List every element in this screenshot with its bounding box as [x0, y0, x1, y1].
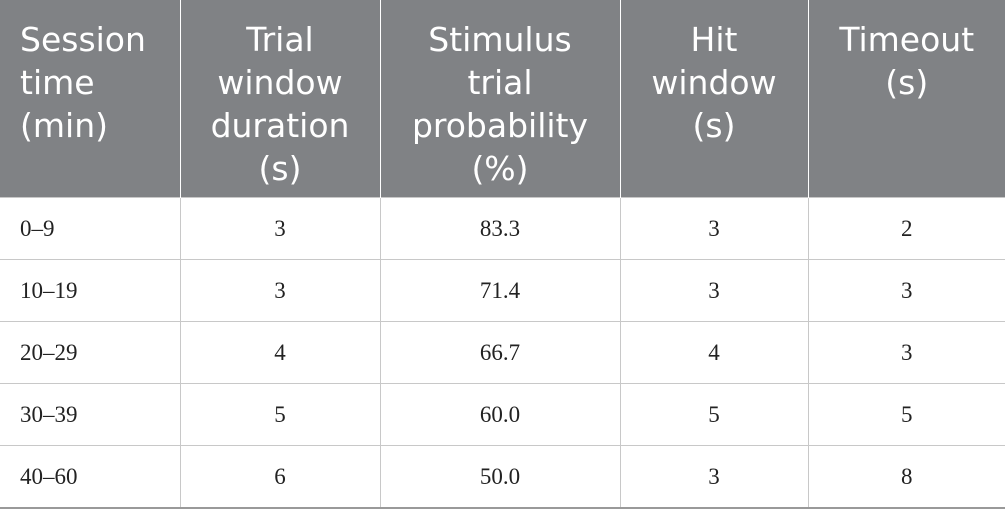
table-cell: 4: [619, 321, 808, 384]
table-cell: 3: [807, 259, 1005, 322]
header-cell: Trial window duration (s): [179, 0, 380, 198]
header-line: window: [651, 63, 777, 102]
table-body: 0–9 3 83.3 3 2 10–19 3 71.4 3 3 20–29 4 66.7 4 3 30–39 5…: [0, 197, 1005, 509]
table-cell: 3: [619, 445, 808, 509]
table-cell: 3: [179, 197, 380, 260]
table-cell: 5: [179, 383, 380, 446]
table-cell: 6: [179, 445, 380, 509]
header-line: (s): [258, 149, 302, 188]
header-line: (min): [20, 106, 108, 145]
table-row: 30–39 5 60.0 5 5: [0, 383, 1005, 446]
header-line: (s): [885, 63, 929, 102]
header-line: duration: [210, 106, 350, 145]
table-cell: 10–19: [0, 259, 180, 322]
table-cell: 4: [179, 321, 380, 384]
header-line: Stimulus: [428, 20, 572, 59]
table-cell: 40–60: [0, 445, 180, 509]
table-cell: 71.4: [379, 259, 620, 322]
header-line: probability: [411, 106, 589, 145]
table-cell: 30–39: [0, 383, 180, 446]
table-cell: 60.0: [379, 383, 620, 446]
header-row: Session time (min) Trial window duration (s) St…: [0, 0, 1005, 198]
table-cell: 2: [807, 197, 1005, 260]
table-row: 40–60 6 50.0 3 8: [0, 445, 1005, 509]
header-line: window: [217, 63, 343, 102]
table-cell: 5: [619, 383, 808, 446]
header-line: Session: [20, 20, 146, 59]
header-line: Hit: [690, 20, 738, 59]
table-cell: 50.0: [379, 445, 620, 509]
table-cell: 0–9: [0, 197, 180, 260]
header-cell: Stimulus trial probability (%): [379, 0, 620, 198]
header-line: trial: [467, 63, 533, 102]
table-cell: 3: [619, 197, 808, 260]
header-cell: Hit window (s): [619, 0, 808, 198]
header-line: time: [20, 63, 95, 102]
table-cell: 3: [807, 321, 1005, 384]
header-line: (s): [692, 106, 736, 145]
table-cell: 8: [807, 445, 1005, 509]
table-row: 10–19 3 71.4 3 3: [0, 259, 1005, 322]
header-line: Trial: [246, 20, 314, 59]
table-cell: 83.3: [379, 197, 620, 260]
table-cell: 20–29: [0, 321, 180, 384]
table-row: 20–29 4 66.7 4 3: [0, 321, 1005, 384]
header-cell: Session time (min): [0, 0, 180, 198]
table-cell: 3: [179, 259, 380, 322]
data-table: Session time (min) Trial window duration (s) St…: [0, 0, 1005, 509]
header-line: (%): [471, 149, 529, 188]
table-row: 0–9 3 83.3 3 2: [0, 197, 1005, 260]
table-cell: 66.7: [379, 321, 620, 384]
table-cell: 5: [807, 383, 1005, 446]
table-cell: 3: [619, 259, 808, 322]
header-cell: Timeout (s): [807, 0, 1005, 198]
header-line: Timeout: [839, 20, 975, 59]
